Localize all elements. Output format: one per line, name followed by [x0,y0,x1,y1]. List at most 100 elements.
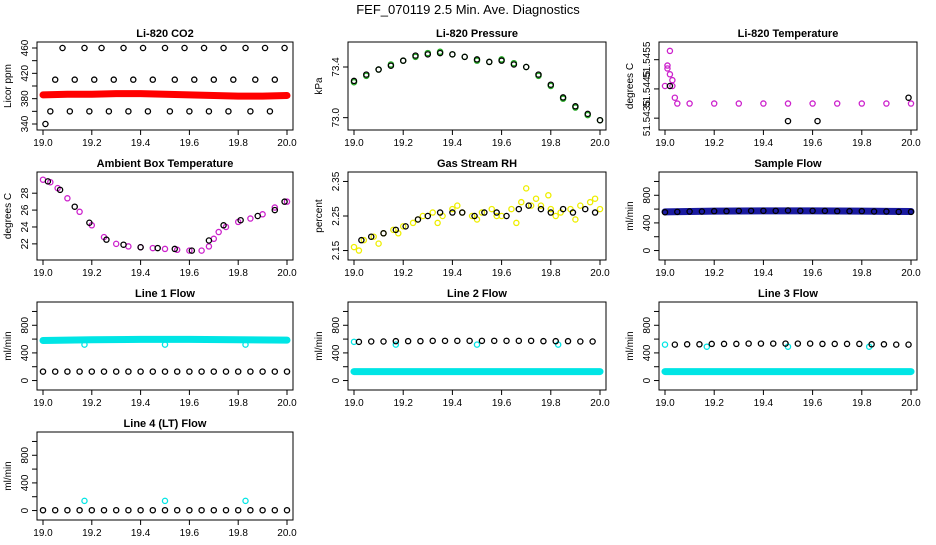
data-point [120,44,127,52]
data-point [547,209,555,216]
x-tick-label: 20.0 [590,268,610,279]
data-point [666,47,674,55]
x-tick-label: 19.8 [852,138,872,149]
x-tick-label: 19.4 [131,268,151,279]
panel-6: Sample Flow ml/min 19.0 19.2 19.4 19.6 19.8 20.… [625,158,921,279]
data-point [552,212,559,220]
data-point [242,44,249,52]
x-tick-label: 19.2 [704,268,724,279]
data-point [222,368,230,375]
data-point [247,108,254,115]
data-point [205,243,213,250]
data-point [402,223,409,230]
x-tick-label: 19.0 [344,268,364,279]
data-point [591,195,599,202]
x-tick-label: 19.8 [228,528,248,539]
data-point [488,205,496,213]
data-point [387,62,395,69]
series-1 [39,335,291,344]
data-point [735,100,743,107]
plot-frame [36,301,294,391]
data-point [559,94,567,101]
x-tick-label: 19.2 [704,398,724,409]
data-point [76,208,83,216]
panel-title: Sample Flow [754,158,822,170]
y-axis-label: ml/min [625,201,636,230]
panel-7: Line 1 Flow ml/min 19.0 19.2 19.4 19.6 19.8 20.… [3,288,297,409]
data-point [661,341,669,348]
data-point [360,236,368,244]
x-tick-label: 20.0 [590,398,610,409]
data-point [173,506,181,514]
data-point [564,337,572,345]
data-point [471,212,478,220]
series-2 [39,506,291,514]
data-point [56,186,64,194]
data-point [51,368,59,375]
data-point [814,117,821,125]
data-point [806,340,814,347]
data-point [478,337,486,345]
data-point [103,236,110,243]
data-point [883,100,890,107]
plot-frame [658,171,918,261]
x-tick-label: 19.8 [541,398,561,409]
y-axis-label: Licor ppm [3,64,14,108]
data-point [417,337,424,345]
data-point [86,219,93,227]
data-point [454,202,461,209]
series-2 [81,341,249,348]
data-point [100,506,108,514]
x-tick-label: 19.0 [344,398,364,409]
series-2 [358,202,599,244]
data-point [596,205,604,213]
y-tick-label: 73.0 [331,107,342,127]
data-point [572,103,579,110]
panel-1: Li-820 CO2 Licor ppm 19.0 19.2 19.4 19.6 19.8 2… [3,28,297,149]
x-tick-label: 19.6 [180,268,200,279]
y-tick-label: 0 [20,507,31,513]
data-point [669,82,676,90]
data-point [527,337,535,345]
y-tick-label: 51.5435 [642,100,653,137]
data-point [473,341,481,348]
data-point [907,100,915,107]
panel-title: Li-820 Pressure [436,28,518,40]
data-point [392,226,400,234]
panel-2: Li-820 Pressure kPa 19.0 19.2 19.4 19.6 19.8 20… [314,28,610,149]
data-point [527,202,535,209]
plot-frame [36,171,294,261]
x-tick-label: 19.0 [33,138,53,149]
data-point [367,338,375,345]
data-point [161,245,169,253]
x-tick-label: 19.2 [82,398,102,409]
data-point [198,247,205,254]
y-tick-label: 800 [331,316,342,333]
data-point [161,44,169,52]
x-tick-label: 19.4 [443,268,463,279]
y-tick-label: 400 [20,344,31,361]
data-point [90,76,98,83]
data-point [171,76,179,83]
data-point [723,207,730,215]
data-point [584,110,591,118]
y-tick-label: 380 [20,90,31,107]
panel-9: Line 3 Flow ml/min 19.0 19.2 19.4 19.6 19.8 20.… [625,288,921,409]
data-point [76,506,83,514]
data-point [490,337,498,345]
data-point [809,207,816,215]
data-point [424,212,432,220]
series-2 [661,341,873,350]
y-tick-label: 0 [642,247,653,253]
data-point [39,506,47,514]
data-point [698,208,706,215]
panel-8: Line 2 Flow ml/min 19.0 19.2 19.4 19.6 19.8 20.… [314,288,610,409]
y-tick-label: 0 [642,377,653,383]
data-point [139,44,147,52]
data-point [81,44,88,52]
y-axis-label: ml/min [3,461,14,490]
x-tick-label: 20.0 [590,138,610,149]
data-point [100,368,108,375]
data-point [39,368,47,375]
